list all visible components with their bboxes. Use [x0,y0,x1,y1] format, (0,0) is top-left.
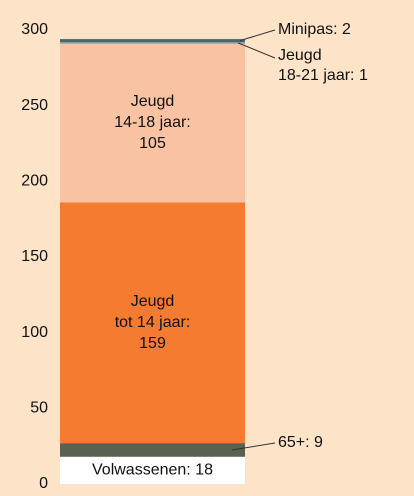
y-tick-label: 0 [39,475,48,492]
y-tick-label: 50 [30,400,48,417]
y-tick-label: 200 [21,173,48,190]
bar-segment [60,43,245,203]
y-tick-label: 300 [21,21,48,38]
y-tick-label: 100 [21,324,48,341]
y-tick-label: 150 [21,248,48,265]
segment-label: Jeugd 14-18 jaar: 105 [114,93,191,152]
bar-segment [60,42,245,44]
segment-label: Jeugd tot 14 jaar: 159 [115,293,191,352]
bar-segment [60,443,245,457]
leader-line [231,442,276,451]
bar-segment [60,39,245,43]
segment-label: Jeugd 18-21 jaar: 1 [278,47,368,84]
bar-segment [60,202,245,444]
segment-label: 65+: 9 [278,434,323,451]
y-tick-label: 250 [21,97,48,114]
leader-line [237,42,276,59]
leader-line [239,29,276,42]
bar-segment [60,456,245,484]
segment-label: Minipas: 2 [278,21,351,38]
segment-label: Volwassenen: 18 [92,462,213,479]
